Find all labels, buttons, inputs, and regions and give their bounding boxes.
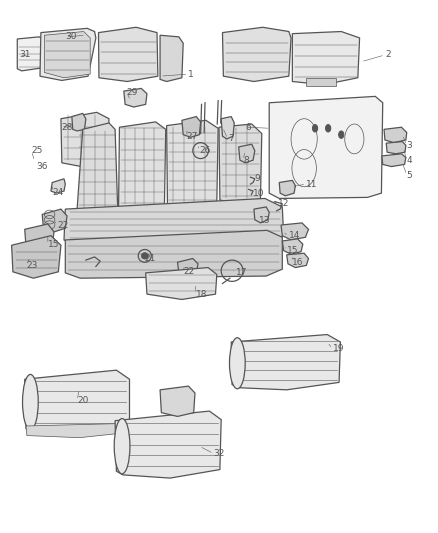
Polygon shape [254, 207, 269, 223]
Polygon shape [182, 117, 201, 138]
Polygon shape [279, 180, 295, 196]
Polygon shape [25, 224, 54, 251]
Ellipse shape [22, 374, 38, 430]
Ellipse shape [141, 253, 148, 259]
Text: 12: 12 [278, 199, 290, 208]
Polygon shape [382, 154, 406, 166]
Polygon shape [12, 236, 61, 278]
Text: 15: 15 [287, 246, 298, 255]
Polygon shape [17, 37, 44, 71]
Polygon shape [51, 179, 65, 193]
Text: 19: 19 [332, 344, 344, 353]
Text: 22: 22 [183, 268, 194, 276]
Polygon shape [231, 335, 340, 390]
Ellipse shape [325, 125, 331, 132]
Text: 30: 30 [65, 33, 77, 42]
Ellipse shape [230, 338, 245, 389]
Text: 25: 25 [31, 146, 42, 155]
Polygon shape [287, 253, 308, 268]
Polygon shape [223, 27, 291, 82]
Text: 17: 17 [236, 269, 247, 277]
Text: 24: 24 [52, 188, 64, 197]
Text: 28: 28 [61, 123, 72, 132]
Text: 9: 9 [254, 174, 260, 183]
Polygon shape [283, 239, 303, 254]
Text: 31: 31 [19, 51, 31, 59]
Polygon shape [166, 120, 218, 207]
Text: 8: 8 [243, 156, 249, 165]
Text: 16: 16 [292, 258, 304, 266]
Text: 4: 4 [407, 156, 412, 165]
Text: 21: 21 [144, 254, 155, 263]
Polygon shape [26, 423, 130, 438]
Text: 6: 6 [245, 123, 251, 132]
Text: 26: 26 [200, 146, 211, 155]
Ellipse shape [114, 418, 130, 474]
Text: 11: 11 [306, 180, 318, 189]
Text: 15: 15 [48, 240, 59, 249]
Polygon shape [386, 142, 406, 154]
Polygon shape [281, 223, 308, 240]
Polygon shape [146, 268, 217, 300]
Polygon shape [221, 117, 234, 139]
Polygon shape [269, 96, 383, 198]
Polygon shape [25, 370, 130, 435]
Text: 7: 7 [228, 134, 233, 143]
Polygon shape [40, 28, 96, 80]
Ellipse shape [339, 131, 344, 139]
Polygon shape [115, 411, 221, 478]
Polygon shape [160, 35, 183, 82]
Polygon shape [77, 123, 118, 214]
Polygon shape [72, 114, 86, 131]
Text: 27: 27 [186, 132, 198, 141]
Polygon shape [61, 112, 109, 166]
Text: 20: 20 [77, 396, 88, 405]
Text: 3: 3 [407, 141, 413, 150]
Text: 36: 36 [36, 162, 48, 171]
Polygon shape [239, 144, 255, 163]
Polygon shape [42, 209, 67, 232]
Polygon shape [124, 88, 147, 107]
Polygon shape [384, 127, 407, 143]
Text: 10: 10 [253, 189, 265, 198]
Ellipse shape [312, 125, 318, 132]
Polygon shape [292, 31, 360, 85]
Polygon shape [177, 259, 198, 276]
Text: 5: 5 [407, 171, 413, 180]
Text: 1: 1 [188, 70, 194, 78]
Polygon shape [160, 386, 195, 416]
Text: 29: 29 [127, 87, 138, 96]
Text: 22: 22 [57, 221, 69, 230]
Text: 23: 23 [26, 261, 37, 270]
Text: 2: 2 [385, 51, 391, 59]
Text: 18: 18 [196, 289, 208, 298]
Polygon shape [99, 27, 158, 82]
Polygon shape [306, 78, 336, 86]
Text: 32: 32 [214, 449, 225, 458]
Polygon shape [219, 124, 262, 204]
Text: 14: 14 [289, 231, 300, 240]
Polygon shape [119, 122, 166, 211]
Polygon shape [65, 230, 283, 278]
Polygon shape [44, 31, 90, 78]
Polygon shape [64, 198, 284, 248]
Text: 13: 13 [259, 216, 271, 225]
